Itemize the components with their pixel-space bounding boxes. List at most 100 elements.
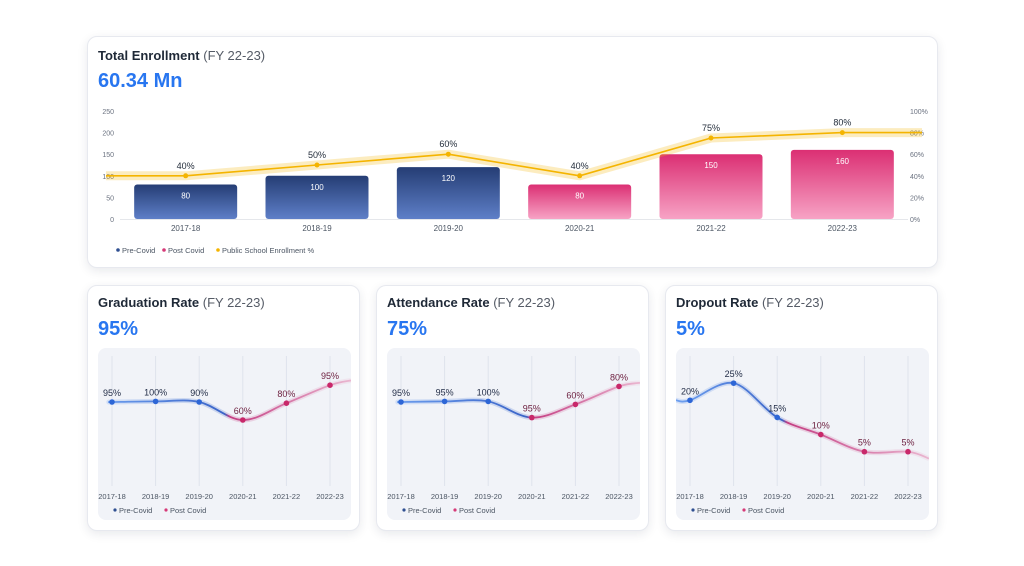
- x-tick-label: 2020-21: [565, 224, 595, 233]
- rate-value-label: 60%: [566, 390, 584, 400]
- enrollment-line-point: [183, 173, 189, 179]
- enrollment-period: (FY 22-23): [203, 48, 266, 63]
- rate-point: [529, 414, 535, 421]
- rate-point: [327, 382, 333, 388]
- graduation-chart: 95% 100% 90% 60% 80% 95% 2017-18 2018-19 2019-20…: [98, 356, 351, 515]
- line-value-label: 40%: [177, 161, 195, 171]
- enrollment-line-point: [445, 151, 451, 157]
- attendance-period: (FY 22-23): [493, 295, 556, 310]
- legend-label: Pre-Covid: [408, 506, 441, 515]
- legend-marker: [402, 508, 406, 512]
- y-tick-label: 200: [102, 131, 114, 138]
- y2-tick-label: 20%: [910, 195, 924, 202]
- y-tick-label: 50: [106, 195, 114, 202]
- x-tick-label: 2017-18: [387, 492, 415, 501]
- rate-value-label: 100%: [477, 387, 500, 397]
- rate-value-label: 100%: [144, 387, 167, 397]
- legend-label: Pre-Covid: [122, 246, 155, 255]
- legend-marker: [742, 508, 746, 512]
- dropout-title: Dropout Rate (FY 22-23): [676, 295, 824, 310]
- graduation-title-text: Graduation Rate: [98, 295, 200, 310]
- legend-label: Pre-Covid: [119, 506, 152, 515]
- legend-marker: [162, 248, 166, 252]
- rate-value-label: 60%: [234, 406, 252, 416]
- enrollment-line: [106, 131, 922, 177]
- enrollment-title-text: Total Enrollment: [98, 48, 200, 63]
- legend-marker: [453, 508, 457, 512]
- dropout-period: (FY 22-23): [761, 295, 824, 310]
- rate-point: [485, 398, 491, 405]
- dropout-chart: 20% 25% 15% 10% 5% 5% 2017-18 2018-19 2019-20 202…: [676, 356, 929, 515]
- rate-value-label: 20%: [681, 386, 699, 396]
- x-tick-label: 2019-20: [474, 492, 502, 501]
- legend-label: Public School Enrollment %: [222, 246, 314, 255]
- attendance-title-text: Attendance Rate: [387, 295, 490, 310]
- y-tick-label: 150: [102, 152, 114, 159]
- bar-value-label: 120: [442, 174, 456, 183]
- x-tick-label: 2017-18: [98, 492, 126, 501]
- enrollment-bar: [528, 184, 632, 219]
- rate-line-glow: [106, 377, 351, 423]
- legend-marker: [691, 508, 695, 512]
- graduation-value: 95%: [98, 318, 139, 340]
- x-tick-label: 2019-20: [185, 492, 213, 501]
- bar-value-label: 160: [836, 157, 850, 166]
- dropout-value: 5%: [676, 318, 705, 340]
- line-value-label: 50%: [308, 150, 326, 160]
- dropout-title-text: Dropout Rate: [676, 295, 759, 310]
- line-value-label: 75%: [702, 123, 720, 133]
- attendance-card: Attendance Rate (FY 22-23) 75% 95% 95% 100…: [376, 285, 649, 531]
- x-tick-label: 2018-19: [142, 492, 170, 501]
- x-tick-label: 2017-18: [171, 224, 201, 233]
- x-tick-label: 2020-21: [807, 492, 835, 501]
- x-tick-label: 2018-19: [302, 224, 332, 233]
- enrollment-title: Total Enrollment (FY 22-23): [98, 48, 265, 63]
- x-tick-label: 2021-22: [696, 224, 726, 233]
- graduation-period: (FY 22-23): [202, 295, 265, 310]
- enrollment-bar: [134, 184, 238, 219]
- legend-label: Post Covid: [459, 506, 495, 515]
- x-tick-label: 2019-20: [434, 224, 464, 233]
- x-tick-label: 2022-23: [894, 492, 922, 501]
- y-tick-label: 250: [102, 109, 114, 116]
- enrollment-line-point: [708, 135, 714, 141]
- enrollment-line-point: [839, 130, 845, 136]
- rate-point: [861, 448, 868, 455]
- enrollment-bar: [790, 149, 894, 219]
- rate-point: [152, 398, 159, 405]
- legend-label: Post Covid: [748, 506, 784, 515]
- x-tick-label: 2022-23: [605, 492, 633, 501]
- y2-tick-label: 80%: [910, 131, 924, 138]
- enrollment-line-point: [314, 162, 320, 168]
- rate-line-glow: [676, 380, 929, 461]
- bar-value-label: 150: [704, 161, 718, 170]
- rate-point: [730, 380, 737, 386]
- x-tick-label: 2021-22: [851, 492, 879, 501]
- rate-point: [398, 399, 404, 405]
- rate-point: [616, 383, 622, 390]
- legend-label: Pre-Covid: [697, 506, 730, 515]
- legend-marker: [216, 248, 220, 252]
- y-tick-label: 0: [110, 217, 114, 224]
- graduation-title: Graduation Rate (FY 22-23): [98, 295, 265, 310]
- y-tick-label: 100: [102, 174, 114, 181]
- rate-point: [441, 398, 448, 405]
- rate-value-label: 5%: [901, 438, 914, 448]
- attendance-value: 75%: [387, 318, 428, 340]
- x-tick-label: 2019-20: [763, 492, 791, 501]
- rate-value-label: 95%: [392, 388, 410, 398]
- rate-value-label: 25%: [725, 369, 743, 379]
- rate-value-label: 95%: [321, 371, 339, 381]
- rate-value-label: 10%: [812, 421, 830, 431]
- graduation-chart-panel: 95% 100% 90% 60% 80% 95% 2017-18 2018-19 2019-20…: [98, 348, 351, 520]
- line-value-label: 60%: [439, 139, 457, 149]
- y2-tick-label: 60%: [910, 152, 924, 159]
- rate-value-label: 95%: [523, 404, 541, 414]
- line-value-label: 80%: [833, 118, 851, 128]
- legend-label: Post Covid: [170, 506, 206, 515]
- rate-point: [774, 414, 780, 421]
- x-tick-label: 2022-23: [828, 224, 858, 233]
- legend-marker: [113, 508, 117, 512]
- attendance-chart-panel: 95% 95% 100% 95% 60% 80% 2017-18 2018-19 2019-20…: [387, 348, 640, 520]
- enrollment-card: Total Enrollment (FY 22-23) 60.34 Mn 0 50…: [87, 36, 938, 268]
